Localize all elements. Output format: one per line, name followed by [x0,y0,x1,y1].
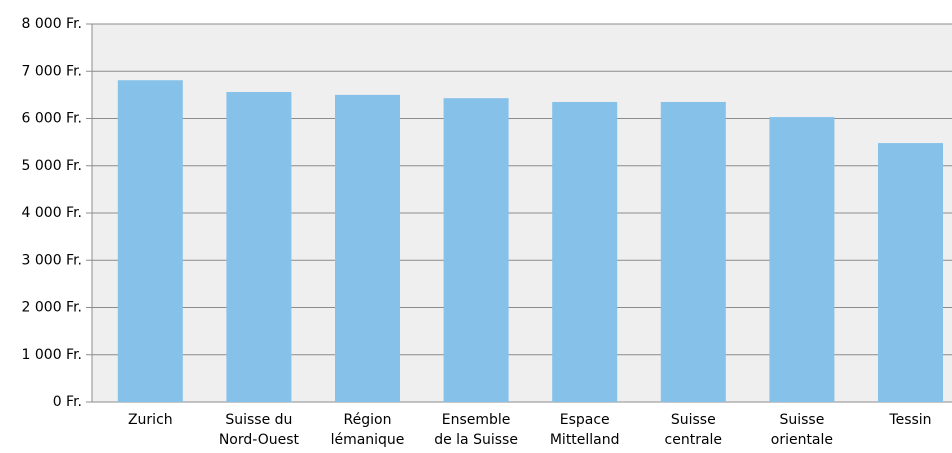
bar [769,117,835,403]
x-tick-label: Tessin [888,412,931,428]
bar [878,143,943,402]
bar [117,80,183,402]
bar [335,94,400,402]
x-tick-label: Région [344,412,392,428]
y-tick-label: 2 000 Fr. [22,300,82,316]
y-tick-label: 1 000 Fr. [22,347,82,363]
x-tick-label: de la Suisse [434,432,518,448]
x-tick-label: centrale [665,432,723,448]
y-tick-label: 5 000 Fr. [22,158,82,174]
x-tick-label: Ensemble [442,412,511,428]
y-tick-label: 3 000 Fr. [22,252,82,268]
x-tick-label: Espace [560,412,610,428]
y-tick-label: 4 000 Fr. [22,205,82,221]
x-tick-label: Suisse du [225,412,292,428]
bar [443,98,509,403]
x-tick-label: Mittelland [550,432,620,448]
y-tick-label: 7 000 Fr. [22,63,82,79]
y-tick-label: 0 Fr. [53,394,82,410]
y-tick-label: 8 000 Fr. [22,16,82,32]
x-tick-label: Nord-Ouest [219,432,300,448]
x-tick-label: Zurich [128,412,173,428]
y-tick-label: 6 000 Fr. [22,111,82,127]
bar [552,101,618,403]
x-tick-label: lémanique [331,432,405,448]
x-tick-label: Suisse [779,412,824,428]
bar [226,92,292,402]
x-tick-label: orientale [771,432,833,448]
x-tick-label: Suisse [671,412,716,428]
bar [660,101,726,403]
